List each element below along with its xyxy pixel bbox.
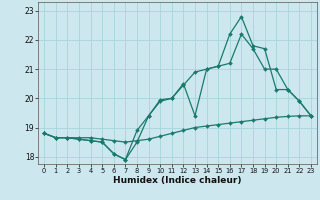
- X-axis label: Humidex (Indice chaleur): Humidex (Indice chaleur): [113, 176, 242, 185]
